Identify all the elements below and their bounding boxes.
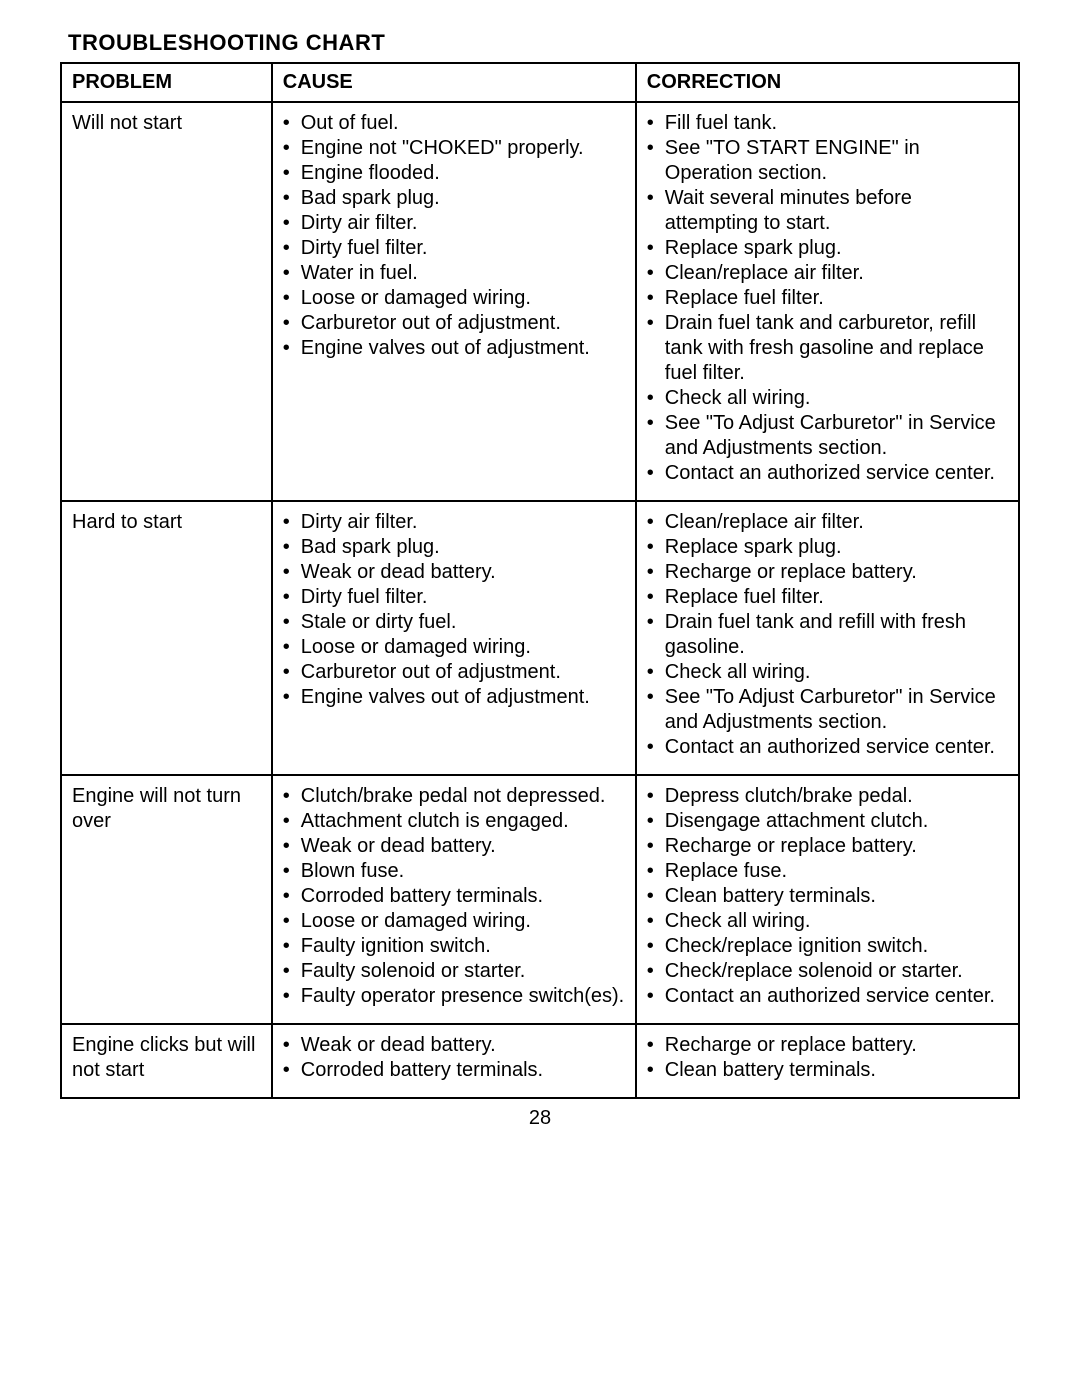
list-item: Clean battery terminals. (647, 884, 1008, 909)
list-item: Faulty operator presence switch(es). (283, 984, 625, 1009)
cause-cell: Weak or dead battery.Corroded battery te… (272, 1024, 636, 1098)
list-item: Wait several minutes before attempting t… (647, 186, 1008, 236)
cause-list: Dirty air filter.Bad spark plug.Weak or … (283, 510, 625, 710)
list-item: Engine not "CHOKED" properly. (283, 136, 625, 161)
list-item: Drain fuel tank and carburetor, refill t… (647, 311, 1008, 386)
page-number: 28 (60, 1107, 1020, 1130)
list-item: Recharge or replace battery. (647, 834, 1008, 859)
correction-cell: Clean/replace air filter.Replace spark p… (636, 501, 1019, 775)
correction-list: Fill fuel tank.See "TO START ENGINE" in … (647, 111, 1008, 486)
list-item: Clean/replace air filter. (647, 510, 1008, 535)
list-item: Fill fuel tank. (647, 111, 1008, 136)
list-item: Replace spark plug. (647, 236, 1008, 261)
problem-cell: Engine clicks but will not start (61, 1024, 272, 1098)
correction-list: Recharge or replace battery.Clean batter… (647, 1033, 1008, 1083)
problem-cell: Engine will not turn over (61, 775, 272, 1024)
list-item: Dirty air filter. (283, 510, 625, 535)
list-item: Weak or dead battery. (283, 560, 625, 585)
list-item: Weak or dead battery. (283, 834, 625, 859)
list-item: See "To Adjust Carburetor" in Service an… (647, 411, 1008, 461)
list-item: Blown fuse. (283, 859, 625, 884)
list-item: Replace fuse. (647, 859, 1008, 884)
list-item: Depress clutch/brake pedal. (647, 784, 1008, 809)
list-item: Stale or dirty fuel. (283, 610, 625, 635)
list-item: Faulty solenoid or starter. (283, 959, 625, 984)
header-correction: CORRECTION (636, 63, 1019, 102)
table-row: Will not startOut of fuel.Engine not "CH… (61, 102, 1019, 501)
correction-cell: Fill fuel tank.See "TO START ENGINE" in … (636, 102, 1019, 501)
list-item: Out of fuel. (283, 111, 625, 136)
list-item: Attachment clutch is engaged. (283, 809, 625, 834)
list-item: Loose or damaged wiring. (283, 286, 625, 311)
list-item: Disengage attachment clutch. (647, 809, 1008, 834)
list-item: Replace fuel filter. (647, 585, 1008, 610)
header-cause: CAUSE (272, 63, 636, 102)
list-item: Loose or damaged wiring. (283, 635, 625, 660)
cause-list: Out of fuel.Engine not "CHOKED" properly… (283, 111, 625, 361)
correction-cell: Depress clutch/brake pedal.Disengage att… (636, 775, 1019, 1024)
correction-list: Clean/replace air filter.Replace spark p… (647, 510, 1008, 760)
cause-cell: Clutch/brake pedal not depressed.Attachm… (272, 775, 636, 1024)
list-item: Bad spark plug. (283, 186, 625, 211)
list-item: Loose or damaged wiring. (283, 909, 625, 934)
list-item: Carburetor out of adjustment. (283, 660, 625, 685)
list-item: Check all wiring. (647, 660, 1008, 685)
list-item: Replace fuel filter. (647, 286, 1008, 311)
list-item: Clean battery terminals. (647, 1058, 1008, 1083)
list-item: Contact an authorized service center. (647, 735, 1008, 760)
list-item: Recharge or replace battery. (647, 1033, 1008, 1058)
cause-list: Weak or dead battery.Corroded battery te… (283, 1033, 625, 1083)
problem-cell: Hard to start (61, 501, 272, 775)
list-item: Engine valves out of adjustment. (283, 685, 625, 710)
list-item: Clutch/brake pedal not depressed. (283, 784, 625, 809)
correction-list: Depress clutch/brake pedal.Disengage att… (647, 784, 1008, 1009)
list-item: See "TO START ENGINE" in Operation secti… (647, 136, 1008, 186)
list-item: Check all wiring. (647, 909, 1008, 934)
list-item: Dirty air filter. (283, 211, 625, 236)
list-item: See "To Adjust Carburetor" in Service an… (647, 685, 1008, 735)
table-row: Engine will not turn overClutch/brake pe… (61, 775, 1019, 1024)
chart-title: TROUBLESHOOTING CHART (68, 30, 1020, 56)
table-row: Engine clicks but will not startWeak or … (61, 1024, 1019, 1098)
list-item: Engine flooded. (283, 161, 625, 186)
table-row: Hard to startDirty air filter.Bad spark … (61, 501, 1019, 775)
list-item: Bad spark plug. (283, 535, 625, 560)
list-item: Water in fuel. (283, 261, 625, 286)
list-item: Weak or dead battery. (283, 1033, 625, 1058)
list-item: Contact an authorized service center. (647, 461, 1008, 486)
list-item: Drain fuel tank and refill with fresh ga… (647, 610, 1008, 660)
cause-list: Clutch/brake pedal not depressed.Attachm… (283, 784, 625, 1009)
correction-cell: Recharge or replace battery.Clean batter… (636, 1024, 1019, 1098)
list-item: Engine valves out of adjustment. (283, 336, 625, 361)
list-item: Dirty fuel filter. (283, 236, 625, 261)
list-item: Check/replace solenoid or starter. (647, 959, 1008, 984)
list-item: Carburetor out of adjustment. (283, 311, 625, 336)
table-header-row: PROBLEM CAUSE CORRECTION (61, 63, 1019, 102)
problem-cell: Will not start (61, 102, 272, 501)
header-problem: PROBLEM (61, 63, 272, 102)
list-item: Check all wiring. (647, 386, 1008, 411)
list-item: Dirty fuel filter. (283, 585, 625, 610)
list-item: Clean/replace air filter. (647, 261, 1008, 286)
list-item: Contact an authorized service center. (647, 984, 1008, 1009)
list-item: Corroded battery terminals. (283, 884, 625, 909)
list-item: Corroded battery terminals. (283, 1058, 625, 1083)
cause-cell: Dirty air filter.Bad spark plug.Weak or … (272, 501, 636, 775)
list-item: Check/replace ignition switch. (647, 934, 1008, 959)
cause-cell: Out of fuel.Engine not "CHOKED" properly… (272, 102, 636, 501)
troubleshooting-table: PROBLEM CAUSE CORRECTION Will not startO… (60, 62, 1020, 1099)
list-item: Replace spark plug. (647, 535, 1008, 560)
list-item: Faulty ignition switch. (283, 934, 625, 959)
list-item: Recharge or replace battery. (647, 560, 1008, 585)
